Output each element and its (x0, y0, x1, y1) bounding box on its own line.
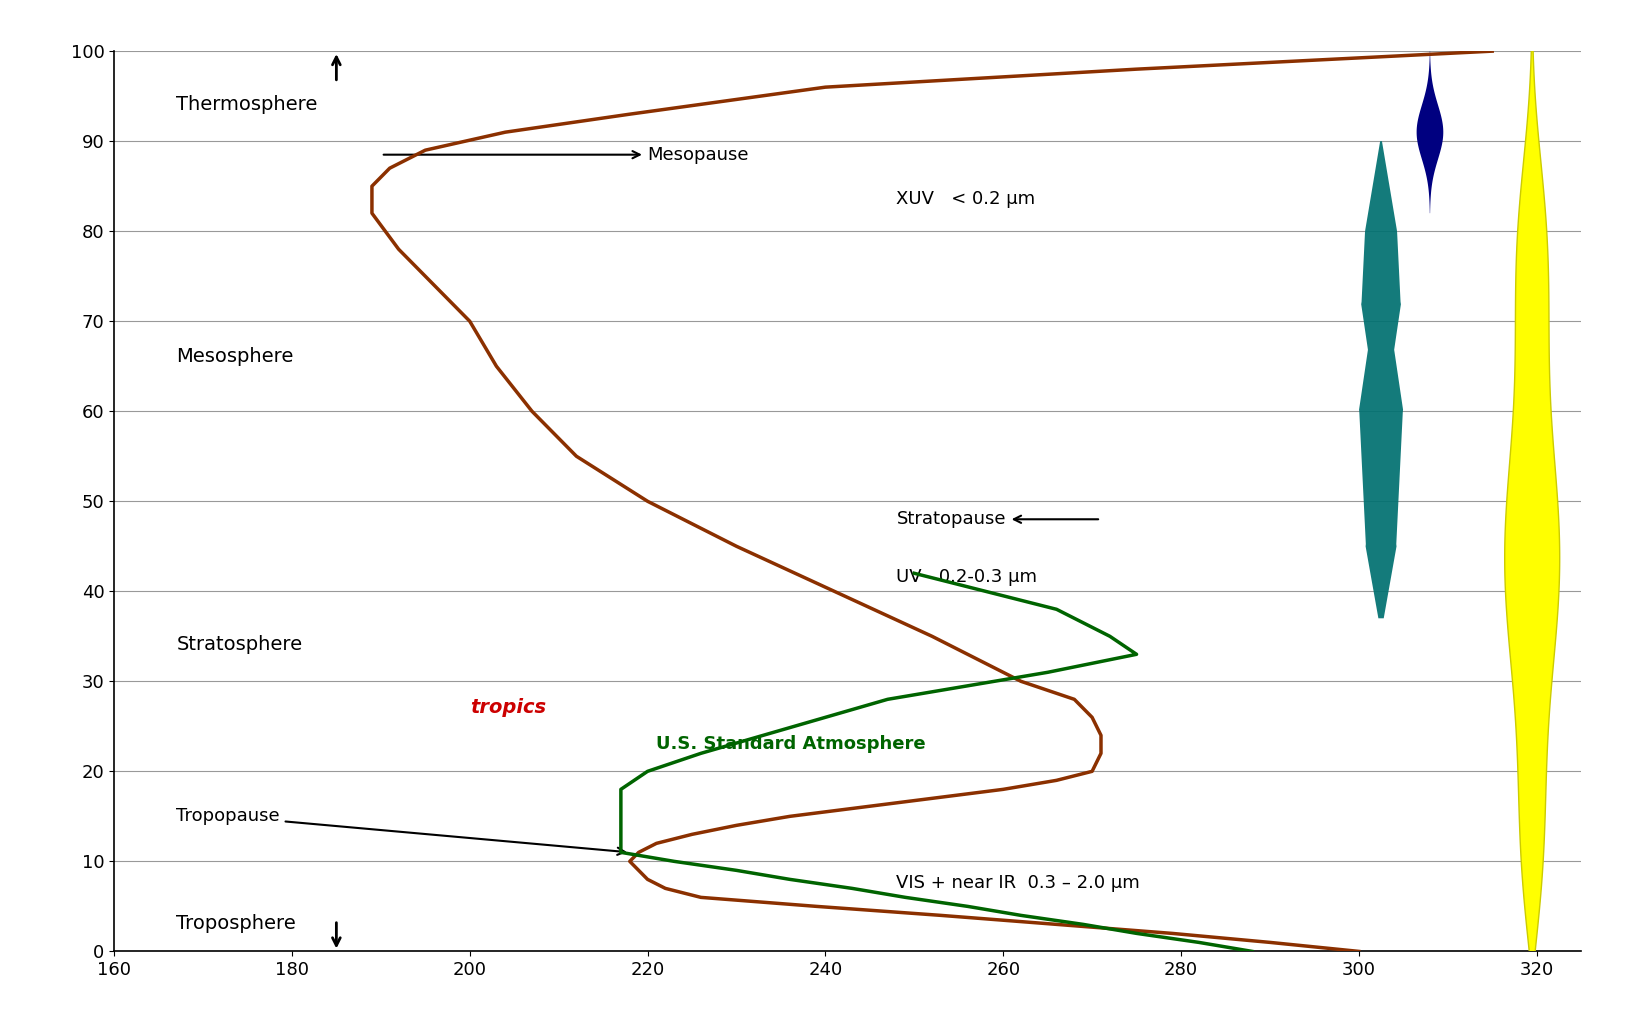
Polygon shape (1416, 51, 1443, 213)
Text: Troposphere: Troposphere (176, 915, 297, 933)
Polygon shape (1359, 141, 1403, 618)
Text: Thermosphere: Thermosphere (176, 95, 318, 115)
Text: Mesosphere: Mesosphere (176, 347, 293, 366)
Polygon shape (1504, 51, 1560, 951)
Text: U.S. Standard Atmosphere: U.S. Standard Atmosphere (657, 735, 926, 753)
Text: VIS + near IR  0.3 – 2.0 μm: VIS + near IR 0.3 – 2.0 μm (897, 875, 1141, 892)
Text: Mesopause: Mesopause (383, 145, 750, 164)
Text: Stratosphere: Stratosphere (176, 635, 303, 655)
Text: tropics: tropics (469, 698, 546, 717)
Text: Stratopause: Stratopause (897, 510, 1099, 528)
Text: Tropopause: Tropopause (176, 807, 624, 855)
Text: XUV   < 0.2 μm: XUV < 0.2 μm (897, 190, 1035, 209)
Text: UV   0.2-0.3 μm: UV 0.2-0.3 μm (897, 569, 1038, 586)
